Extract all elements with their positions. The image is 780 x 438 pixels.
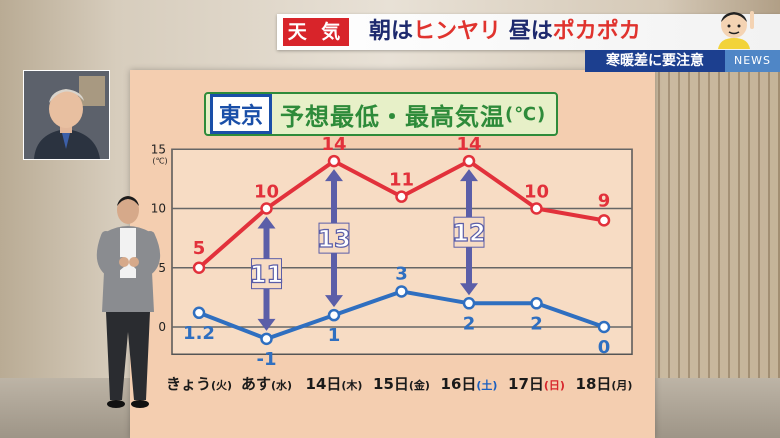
- headline-banner: 天 気 朝はヒンヤリ 昼はポカポカ: [277, 14, 780, 50]
- max-data-label: 14: [321, 134, 346, 155]
- x-tick-label: 16日(土): [441, 375, 498, 393]
- max-data-label: 14: [456, 134, 481, 155]
- max-point: [192, 261, 206, 274]
- min-point: [327, 308, 341, 322]
- news-logo: NEWS: [725, 50, 780, 72]
- y-tick-label: 0: [158, 320, 166, 334]
- max-point: [327, 154, 341, 168]
- min-data-label: 3: [395, 263, 408, 284]
- max-point: [462, 154, 476, 168]
- weather-tag: 天 気: [283, 18, 349, 46]
- x-tick-label: 15日(金): [373, 375, 430, 393]
- subheadline: 寒暖差に要注意: [585, 50, 725, 72]
- min-point: [192, 306, 206, 320]
- anchor-figure: [24, 71, 109, 159]
- headline: 朝はヒンヤリ 昼はポカポカ: [369, 18, 641, 46]
- headline-part-3: 昼は: [508, 19, 553, 44]
- min-point: [530, 297, 543, 310]
- x-tick-label: きょう(火): [166, 375, 232, 393]
- range-arrows: 11 13 12: [249, 169, 486, 331]
- y-unit-label: (℃): [152, 156, 167, 165]
- chart-grid: [171, 148, 633, 356]
- wood-slat-wall: [650, 70, 780, 438]
- plot-area: [171, 148, 633, 356]
- city-label: 東京: [210, 94, 273, 134]
- max-data-label: 10: [254, 182, 279, 203]
- y-tick-label: 5: [158, 261, 166, 275]
- range-arrow-head-up: [257, 216, 276, 229]
- range-label: 11: [250, 261, 283, 289]
- min-data-label: 2: [463, 313, 476, 334]
- range-arrow-head-down: [325, 295, 343, 308]
- y-tick-label: 10: [151, 202, 166, 216]
- min-data-label: 1: [328, 325, 341, 346]
- x-tick-label: あす(水): [241, 375, 292, 393]
- max-point: [260, 202, 273, 215]
- range-label-box: [453, 216, 485, 248]
- y-axis: 0 5 10 15(℃): [151, 142, 168, 334]
- headline-part-1: 朝は: [369, 19, 414, 44]
- x-tick-label: 18日(月): [576, 375, 633, 393]
- range-label: 12: [452, 219, 485, 247]
- chart-title-unit: (℃): [505, 103, 547, 125]
- max-data-label: 11: [389, 170, 414, 191]
- min-point: [597, 320, 611, 334]
- range-arrow-head-down: [257, 318, 276, 331]
- range-label-box: [251, 258, 282, 290]
- min-data-label: -1: [257, 349, 277, 370]
- weather-mascot-icon: [718, 11, 754, 49]
- chart-title: 東京 予想最低・最高気温 (℃): [204, 92, 559, 136]
- headline-part-2: ヒンヤリ: [413, 19, 502, 44]
- max-data-label: 9: [598, 190, 611, 211]
- range-arrow-head-up: [460, 169, 478, 182]
- range-label: 13: [317, 225, 350, 253]
- max-point: [597, 214, 611, 227]
- x-axis-labels: きょう(火) あす(水) 14日(木) 15日(金) 16日(土) 17日(日) 18日(月…: [166, 375, 633, 393]
- max-point: [395, 190, 408, 203]
- min-point: [462, 297, 476, 310]
- min-data-label: 1.2: [183, 323, 215, 344]
- presenter-figure: [96, 196, 161, 408]
- max-data-label: 10: [524, 182, 549, 203]
- range-label-box: [318, 222, 350, 254]
- max-data-label: 5: [193, 238, 206, 259]
- series-points: [192, 154, 611, 346]
- range-arrow-head-up: [325, 169, 343, 182]
- anchor-inset-video: [23, 70, 110, 160]
- min-point: [395, 285, 408, 298]
- x-tick-label: 17日(日): [508, 375, 565, 393]
- chart-title-text: 予想最低・最高気温: [280, 102, 506, 131]
- y-tick-label: 15: [151, 142, 166, 156]
- x-tick-label: 14日(木): [306, 375, 363, 393]
- headline-part-4: ポカポカ: [552, 19, 641, 44]
- min-data-label: 2: [530, 313, 543, 334]
- max-point: [530, 202, 543, 215]
- min-point: [260, 332, 273, 346]
- range-arrow-head-down: [460, 283, 478, 296]
- min-data-label: 0: [598, 337, 611, 358]
